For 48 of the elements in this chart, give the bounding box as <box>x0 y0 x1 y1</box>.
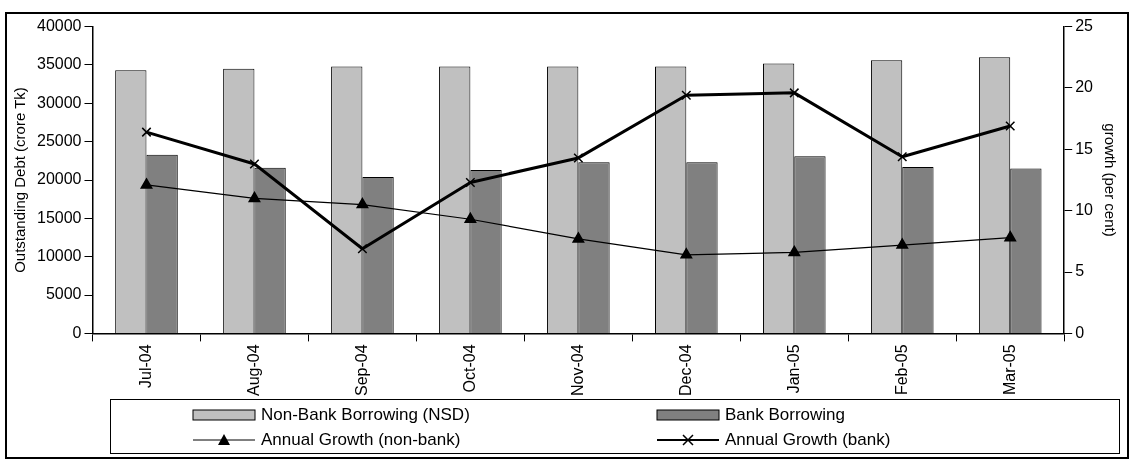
y-tick-label: 20000 <box>36 170 82 188</box>
y2-axis-title: growth (per cent) <box>1101 123 1119 237</box>
legend-label: Bank Borrowing <box>725 404 846 425</box>
point <box>464 212 477 224</box>
x-tick-label: Aug-04 <box>244 344 262 396</box>
x-tick-label: Jul-04 <box>136 344 154 388</box>
point <box>681 90 692 101</box>
point <box>680 248 693 259</box>
legend-label: Annual Growth (non-bank) <box>261 430 461 450</box>
x-tick-label: Oct-04 <box>460 344 478 393</box>
y-tick-label: 10000 <box>36 247 82 265</box>
y-tick-label: 25000 <box>36 132 82 150</box>
point <box>249 159 260 170</box>
point <box>573 152 584 163</box>
legend-label: Non-Bank Borrowing (NSD) <box>261 404 470 425</box>
y-tick-label: 5000 <box>45 285 82 303</box>
point <box>357 243 368 254</box>
point <box>140 178 153 189</box>
y-tick-label: 40000 <box>36 17 82 35</box>
y2-tick-label: 0 <box>1075 323 1085 341</box>
point <box>1005 121 1016 131</box>
y-tick-label: 0 <box>72 323 82 341</box>
point <box>1004 230 1017 242</box>
y2-tick-label: 25 <box>1075 17 1094 35</box>
x-tick-label: Jan-05 <box>784 344 802 394</box>
x-tick-label: Feb-05 <box>892 344 910 396</box>
y-tick-label: 30000 <box>36 93 82 111</box>
x-tick-label: Nov-04 <box>568 344 586 396</box>
point <box>788 245 801 257</box>
y-axis-title: Outstanding Debt (crore Tk) <box>11 87 29 273</box>
x-tick-label: Mar-05 <box>1000 344 1018 396</box>
y2-tick-label: 20 <box>1075 78 1094 96</box>
y-tick-label: 35000 <box>36 55 82 73</box>
point <box>465 177 476 188</box>
point <box>141 127 152 138</box>
y2-tick-label: 15 <box>1075 139 1094 157</box>
y-tick-label: 15000 <box>36 208 82 226</box>
y2-tick-label: 10 <box>1075 201 1094 219</box>
legend-label: Annual Growth (bank) <box>725 430 891 450</box>
y2-tick-label: 5 <box>1075 262 1085 280</box>
x-tick-label: Sep-04 <box>352 344 370 396</box>
point <box>248 191 261 203</box>
point <box>356 197 369 209</box>
x-tick-label: Dec-04 <box>676 344 694 396</box>
point <box>897 151 908 162</box>
point <box>896 238 909 249</box>
point <box>572 232 585 243</box>
point <box>789 87 800 98</box>
